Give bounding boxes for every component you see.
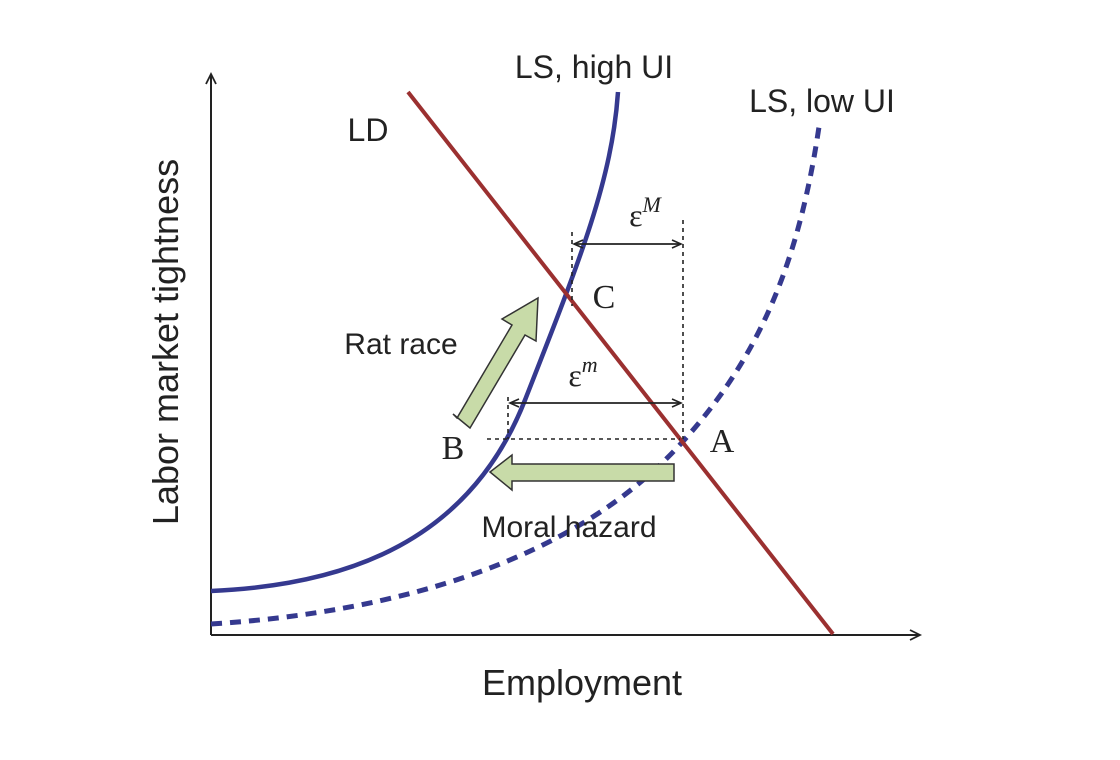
- rat-race-label: Rat race: [344, 328, 457, 361]
- macro-elasticity-symbol: ε: [629, 197, 642, 233]
- ls-low-ui-curve: [210, 119, 823, 627]
- rat-race-arrow: [452, 296, 539, 430]
- micro-elasticity-superscript: m: [582, 352, 598, 377]
- micro-elasticity-symbol: ε: [568, 357, 581, 393]
- point-c-label: C: [593, 279, 616, 316]
- moral-hazard-label: Moral hazard: [481, 511, 656, 544]
- ls-low-ui-label: LS, low UI: [749, 83, 895, 119]
- micro-elasticity-label: εm: [568, 352, 597, 393]
- ld-line: [406, 90, 835, 636]
- macro-elasticity-superscript: M: [642, 192, 663, 217]
- ld-label: LD: [348, 112, 389, 148]
- moral-hazard-arrow: [488, 453, 675, 492]
- point-a-label: A: [710, 423, 735, 460]
- y-axis-label: Labor market tightness: [145, 159, 186, 525]
- x-axis-label: Employment: [482, 662, 682, 703]
- ls-high-ui-label: LS, high UI: [515, 49, 673, 85]
- macro-elasticity-label: εM: [629, 192, 662, 233]
- point-b-label: B: [442, 430, 465, 467]
